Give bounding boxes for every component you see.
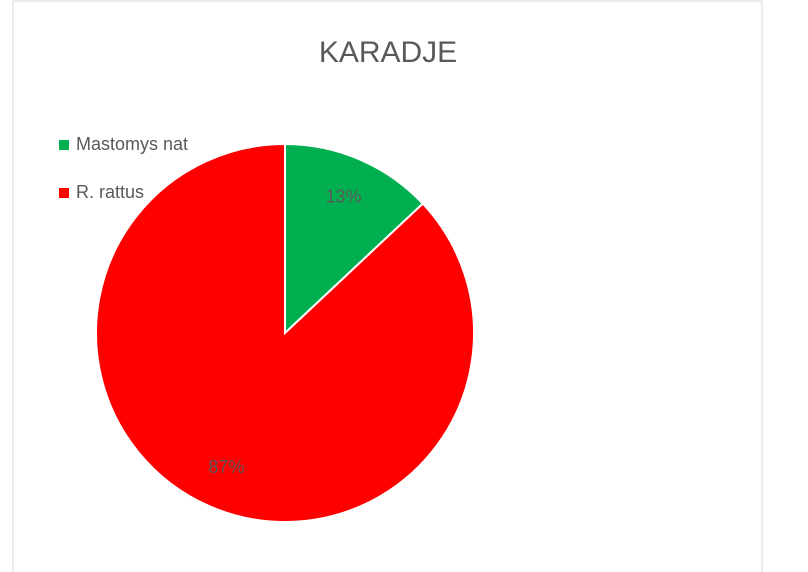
pie-slice: [284, 142, 425, 336]
legend-label: Mastomys nat: [76, 134, 188, 154]
legend-swatch: [59, 188, 69, 198]
data-label: 87%: [208, 457, 244, 477]
chart-title: KARADJE: [319, 36, 457, 69]
pie-slice: [95, 142, 475, 523]
chart-border: [12, 0, 763, 572]
legend-label: R. rattus: [76, 182, 144, 202]
legend-swatch: [59, 140, 69, 150]
data-label: 13%: [326, 186, 362, 206]
